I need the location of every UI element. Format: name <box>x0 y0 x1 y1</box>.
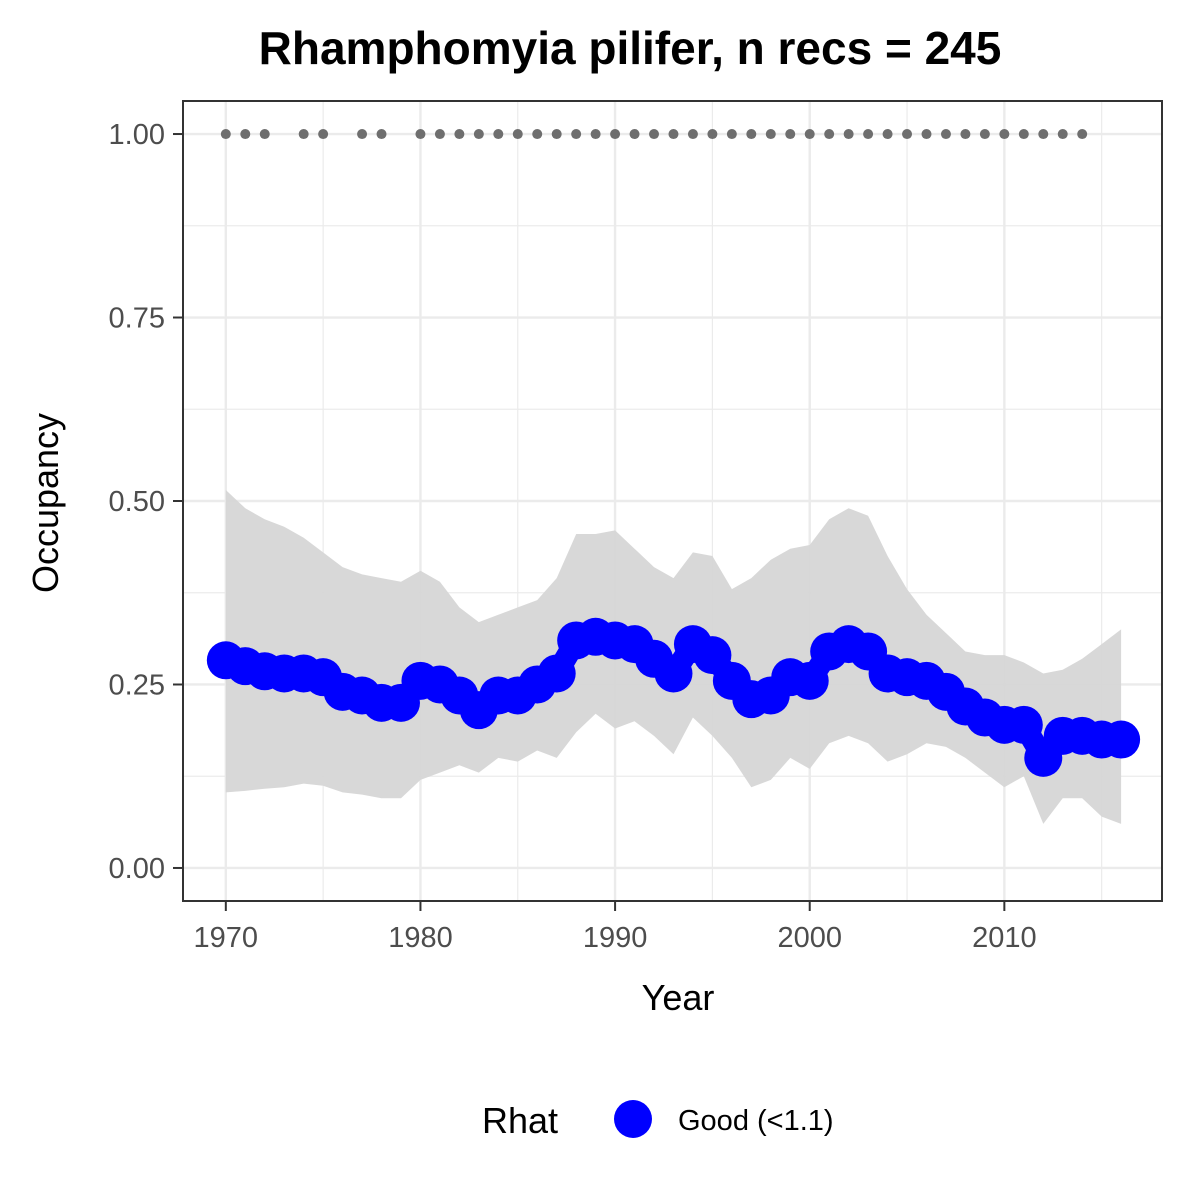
y-tick-label: 0.50 <box>109 486 165 518</box>
record-dot <box>940 129 951 140</box>
record-dot <box>493 129 504 140</box>
record-dot <box>649 129 660 140</box>
record-dot <box>804 129 815 140</box>
record-dot <box>687 129 698 140</box>
x-tick-label: 1970 <box>194 922 259 954</box>
record-dot <box>1038 129 1049 140</box>
record-dot <box>960 129 971 140</box>
record-dot <box>863 129 874 140</box>
record-dot <box>357 129 368 140</box>
record-dot <box>843 129 854 140</box>
x-tick-label: 2000 <box>777 922 842 954</box>
estimate-point <box>1102 720 1141 759</box>
legend-title: Rhat <box>482 1100 558 1141</box>
record-dot <box>629 129 640 140</box>
y-tick-label: 0.75 <box>109 303 165 335</box>
record-dot <box>824 129 835 140</box>
record-dot <box>785 129 796 140</box>
record-dot <box>746 129 757 140</box>
record-dot <box>473 129 484 140</box>
legend: Rhat Good (<1.1) <box>482 1100 834 1141</box>
record-dot <box>298 129 309 140</box>
record-dot <box>376 129 387 140</box>
record-dot <box>512 129 523 140</box>
record-dot <box>610 129 621 140</box>
y-axis-label: Occupancy <box>25 413 66 593</box>
x-axis: 1970 1980 1990 2000 2010 <box>194 901 1037 954</box>
legend-key-good <box>614 1100 652 1138</box>
x-axis-label: Year <box>642 977 715 1018</box>
y-tick-label: 0.25 <box>109 669 165 701</box>
record-dot <box>415 129 426 140</box>
record-dot <box>882 129 893 140</box>
occupancy-estimates <box>206 617 1141 777</box>
record-dot <box>726 129 737 140</box>
record-dot <box>318 129 329 140</box>
record-dot <box>532 129 543 140</box>
estimate-point <box>1004 705 1043 744</box>
record-dot <box>434 129 445 140</box>
estimate-point <box>693 636 732 675</box>
record-dot <box>979 129 990 140</box>
y-tick-label: 1.00 <box>109 119 165 151</box>
record-dot <box>1057 129 1068 140</box>
record-dot <box>571 129 582 140</box>
record-dot <box>668 129 679 140</box>
record-dot <box>551 129 562 140</box>
record-dot <box>707 129 718 140</box>
record-dot <box>765 129 776 140</box>
x-tick-label: 1990 <box>583 922 648 954</box>
record-dot <box>259 129 270 140</box>
estimate-point <box>537 654 576 693</box>
x-tick-label: 1980 <box>388 922 453 954</box>
record-year-dots <box>220 129 1088 140</box>
record-dot <box>999 129 1010 140</box>
record-dot <box>921 129 932 140</box>
legend-label-good: Good (<1.1) <box>678 1105 834 1137</box>
record-dot <box>220 129 231 140</box>
x-tick-label: 2010 <box>972 922 1037 954</box>
record-dot <box>590 129 601 140</box>
record-dot <box>1018 129 1029 140</box>
y-tick-label: 0.00 <box>109 853 165 885</box>
estimate-point <box>654 654 693 693</box>
y-axis: 0.00 0.25 0.50 0.75 1.00 <box>109 119 183 885</box>
record-dot <box>454 129 465 140</box>
estimate-point <box>790 661 829 700</box>
chart-title: Rhamphomyia pilifer, n recs = 245 <box>259 22 1002 74</box>
record-dot <box>902 129 913 140</box>
record-dot <box>240 129 251 140</box>
record-dot <box>1077 129 1088 140</box>
